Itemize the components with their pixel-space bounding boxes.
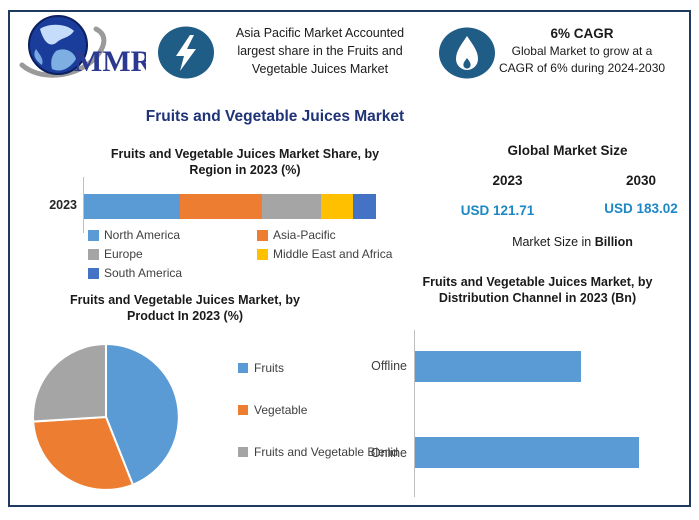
- region-bar-segment-4: [352, 194, 376, 219]
- highlight-share-line: largest share in the Fruits and: [237, 43, 403, 58]
- bar-online: [415, 437, 639, 468]
- flame-icon: [439, 27, 495, 79]
- legend-marker: [238, 405, 248, 415]
- pie-legend-item-fruits: Fruits: [238, 361, 284, 375]
- legend-label: Fruits and Vegetable Blend: [254, 445, 399, 459]
- cagr-line: Global Market to grow at a: [511, 44, 653, 58]
- legend-marker: [88, 248, 99, 260]
- region-chart-axis: [83, 177, 84, 233]
- market-size-value-2030: USD 183.02: [604, 201, 678, 216]
- region-stacked-bar: [84, 194, 376, 219]
- legend-label: Vegetable: [254, 403, 308, 417]
- region-legend: North America Asia-Pacific Europe Middle…: [88, 228, 392, 280]
- legend-label: Fruits: [254, 361, 284, 375]
- bar-label-offline: Offline: [371, 359, 407, 373]
- header-highlight-share: Asia Pacific Market Accounted largest sh…: [218, 25, 422, 78]
- outer-border-frame: [8, 10, 691, 507]
- legend-marker: [238, 447, 248, 457]
- cagr-line: CAGR of 6% during 2024-2030: [498, 61, 666, 76]
- legend-label: Europe: [104, 247, 143, 261]
- bar-offline: [415, 351, 581, 382]
- legend-label: Asia-Pacific: [273, 228, 336, 242]
- legend-marker: [238, 363, 248, 373]
- pie-legend-item-blend: Fruits and Vegetable Blend: [238, 445, 398, 459]
- legend-item-asia-pacific: Asia-Pacific: [257, 228, 392, 242]
- region-bar-segment-0: [84, 194, 181, 219]
- legend-label: Middle East and Africa: [273, 247, 393, 261]
- logo-swoosh: [19, 26, 107, 78]
- header-highlight-cagr: 6% CAGR Global Market to grow at a CAGR …: [482, 26, 682, 77]
- region-chart-title: Fruits and Vegetable Juices Market Share…: [110, 147, 380, 178]
- product-pie-svg: [32, 343, 180, 491]
- product-chart-title: Fruits and Vegetable Juices Market, by P…: [70, 293, 300, 324]
- market-size-year-2030: 2030: [625, 173, 657, 188]
- region-bar-segment-3: [320, 194, 353, 219]
- market-size-year-2023: 2023: [492, 173, 523, 188]
- bar-label-online: Online: [370, 446, 407, 460]
- legend-item-south-america: South America: [88, 266, 253, 280]
- pie-legend-item-vegetable: Vegetable: [238, 403, 307, 417]
- page-title: Fruits and Vegetable Juices Market: [145, 108, 405, 125]
- legend-marker: [257, 248, 268, 260]
- legend-marker: [257, 229, 268, 241]
- region-bar-segment-1: [180, 194, 263, 219]
- distribution-chart-title: Fruits and Vegetable Juices Market, by D…: [422, 275, 653, 306]
- legend-label: North America: [104, 228, 181, 242]
- global-market-size-title: Global Market Size: [507, 143, 628, 158]
- legend-item-north-america: North America: [88, 228, 253, 242]
- legend-marker: [88, 229, 99, 241]
- cagr-heading: 6% CAGR: [550, 26, 614, 41]
- market-size-note: Market Size in Billion: [512, 235, 633, 249]
- legend-item-europe: Europe: [88, 247, 253, 261]
- lightning-icon: [158, 26, 214, 79]
- legend-item-middle-east-africa: Middle East and Africa: [257, 247, 392, 261]
- legend-marker: [88, 267, 99, 279]
- legend-label: South America: [104, 266, 183, 280]
- logo-text: MMR: [74, 45, 146, 78]
- distribution-chart-axis: [414, 330, 415, 497]
- highlight-share-line: Asia Pacific Market Accounted: [235, 26, 405, 40]
- region-bar-segment-2: [262, 194, 321, 219]
- mmr-logo: MMR: [19, 15, 146, 78]
- highlight-share-line: Vegetable Juices Market: [251, 61, 389, 76]
- market-size-value-2023: USD 121.71: [460, 203, 535, 218]
- region-chart-category-label: 2023: [49, 198, 77, 212]
